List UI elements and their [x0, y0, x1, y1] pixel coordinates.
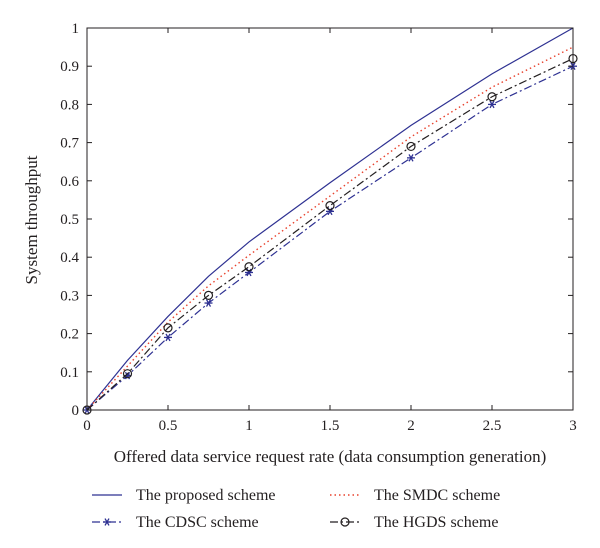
data-point	[164, 333, 172, 342]
data-point	[163, 323, 173, 333]
y-tick-label: 0.8	[60, 97, 79, 113]
series-1	[86, 27, 574, 411]
data-point	[203, 290, 214, 300]
data-point	[488, 100, 496, 109]
y-tick-label: 0.7	[60, 136, 79, 152]
data-point	[407, 154, 415, 162]
y-tick-label: 0	[72, 403, 80, 419]
data-point	[204, 299, 213, 307]
data-point	[244, 262, 254, 272]
x-tick-label: 3	[569, 418, 577, 434]
legend-item: The SMDC scheme	[330, 487, 500, 504]
x-tick-label: 2.5	[483, 418, 502, 434]
legend-label: The proposed scheme	[136, 487, 276, 504]
axis-ticks: 0 0.5 1 1.5 2 2.5 3 0 0.1 0.2 0.3 0.4 0.5 0.6 0.7 0.8 0.…	[60, 21, 577, 434]
legend-label: The CDSC scheme	[136, 514, 259, 531]
x-tick-label: 1	[245, 418, 253, 434]
x-tick-label: 0.5	[159, 418, 178, 434]
plot-area	[82, 27, 578, 415]
y-tick-label: 0.5	[60, 212, 79, 228]
plot-frame	[86, 27, 574, 411]
legend-item: The proposed scheme	[92, 487, 276, 504]
series-2	[86, 46, 574, 411]
y-tick-label: 0.4	[60, 250, 79, 266]
series-3	[83, 62, 577, 414]
legend: The proposed scheme The SMDC scheme The CD…	[92, 487, 500, 531]
y-tick-label: 0.9	[60, 59, 79, 75]
legend-marker	[340, 517, 350, 527]
x-tick-label: 1.5	[321, 418, 340, 434]
data-point	[406, 141, 416, 152]
legend-marker	[103, 518, 111, 526]
legend-label: The HGDS scheme	[374, 514, 498, 531]
y-tick-label: 1	[72, 21, 80, 37]
series-line	[86, 65, 574, 411]
legend-label: The SMDC scheme	[374, 487, 500, 504]
x-tick-label: 0	[83, 418, 91, 434]
series-line	[86, 46, 574, 411]
y-axis-label: System throughput	[22, 155, 41, 284]
x-axis-label: Offered data service request rate (data …	[114, 447, 547, 466]
data-point	[122, 369, 133, 379]
legend-item: The HGDS scheme	[330, 514, 498, 531]
series-line	[86, 58, 574, 411]
series-4	[82, 53, 578, 415]
y-tick-label: 0.3	[60, 288, 79, 304]
legend-item: The CDSC scheme	[92, 514, 259, 531]
y-tick-label: 0.2	[60, 327, 79, 343]
x-tick-label: 2	[407, 418, 415, 434]
data-point	[325, 201, 335, 211]
series-line	[86, 27, 574, 411]
y-tick-label: 0.6	[60, 174, 79, 190]
data-point	[568, 53, 578, 64]
y-tick-label: 0.1	[60, 365, 79, 381]
data-point	[487, 92, 497, 102]
